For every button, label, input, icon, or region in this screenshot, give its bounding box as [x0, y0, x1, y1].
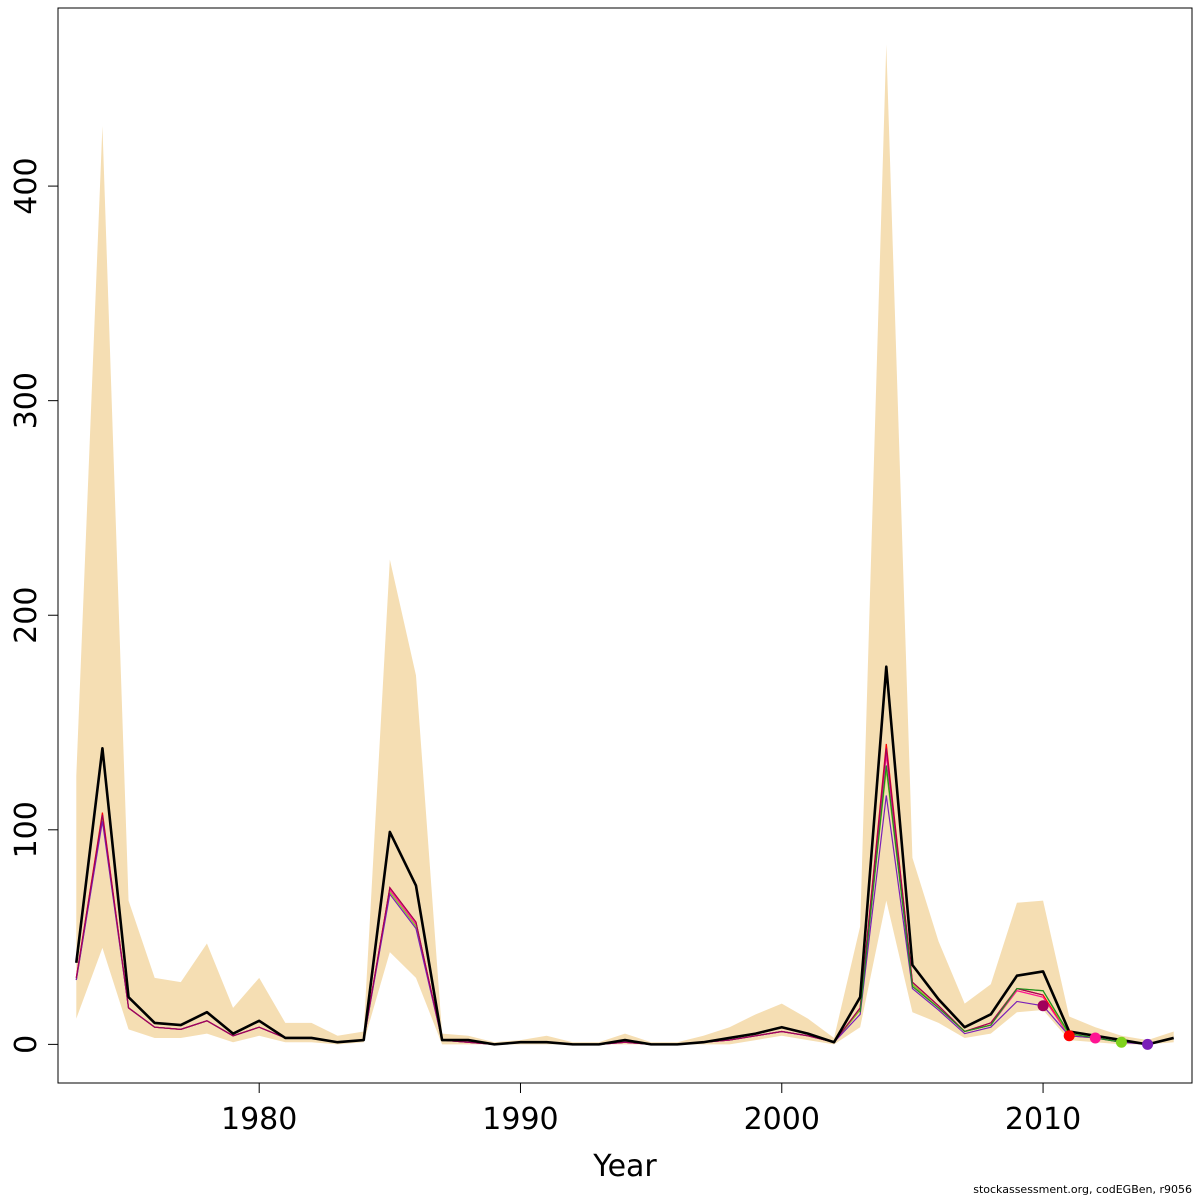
x-tick-label-2000: 2000 — [744, 1102, 820, 1137]
terminal-points-layer — [1037, 1000, 1154, 1050]
y-tick-label-400: 400 — [9, 157, 44, 214]
terminal-point-2012 — [1089, 1032, 1101, 1044]
x-tick-label-2010: 2010 — [1005, 1102, 1081, 1137]
terminal-point-2010 — [1037, 1000, 1049, 1012]
confidence-band — [76, 44, 1174, 1045]
x-axis: 1980 1990 2000 2010 — [221, 1083, 1081, 1137]
y-axis: 0 100 200 300 400 — [9, 157, 58, 1054]
main-line-layer — [74, 665, 1175, 1046]
main-line — [74, 665, 1175, 1046]
plot-frame — [57, 7, 1193, 1084]
y-tick-label-200: 200 — [9, 587, 44, 644]
x-tick-label-1980: 1980 — [221, 1102, 297, 1137]
y-tick-label-300: 300 — [9, 372, 44, 429]
retro-line-3 — [75, 769, 1122, 1045]
y-tick-label-100: 100 — [9, 801, 44, 858]
terminal-point-2013 — [1115, 1036, 1127, 1048]
x-tick-label-1990: 1990 — [482, 1102, 558, 1137]
terminal-point-2011 — [1063, 1030, 1075, 1042]
confidence-band-layer — [76, 44, 1174, 1045]
retro-line-6 — [859, 765, 1122, 1043]
x-axis-label: Year — [592, 1149, 657, 1184]
footer-credit: stockassessment.org, codEGBen, r9056 — [973, 1183, 1192, 1196]
terminal-point-2014 — [1142, 1038, 1154, 1050]
y-tick-label-0: 0 — [9, 1035, 44, 1054]
